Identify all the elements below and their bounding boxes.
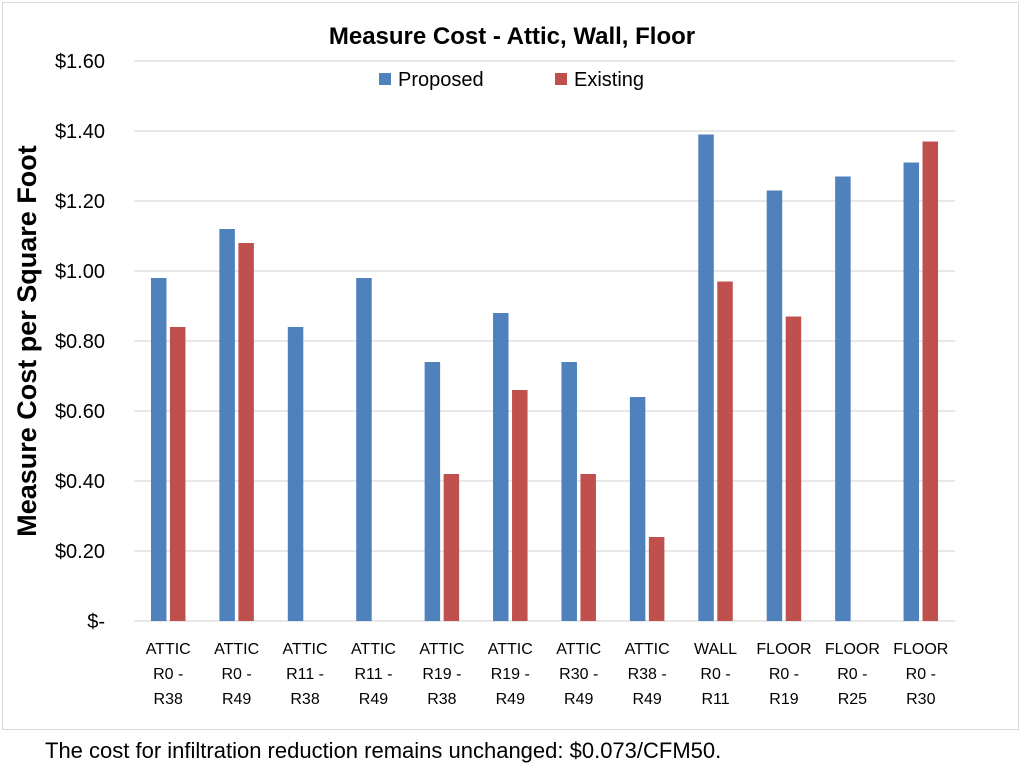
chart-title: Measure Cost - Attic, Wall, Floor [329,23,695,50]
footnote: The cost for infiltration reduction rema… [45,738,722,763]
y-tick-label: $0.20 [55,541,105,563]
bars [150,134,939,621]
bar-existing [648,537,665,621]
y-tick-label: $1.40 [55,121,105,143]
bar-existing [922,141,939,621]
y-tick-label: $1.60 [55,51,105,73]
bar-proposed [629,397,646,621]
x-tick-label: WALL R0 -R11 [694,641,737,708]
bar-existing [717,281,733,621]
x-axis-categories: ATTIC R0 -R38 ATTIC R0 -R49 ATTIC R11 -R38 ATT… [146,641,949,708]
x-tick-label: ATTIC R30 -R49 [556,641,601,708]
legend: Proposed Existing [379,69,644,91]
bar-proposed [698,134,714,621]
x-tick-label: FLOOR R0 -R25 [825,641,880,708]
x-tick-label: ATTIC R11 -R49 [351,641,396,708]
bar-proposed [493,313,509,621]
bar-existing [169,327,186,621]
bar-proposed [903,162,920,621]
x-tick-label: ATTIC R0 -R38 [146,641,191,708]
bar-existing [580,474,596,621]
y-axis-label: Measure Cost per Square Foot [12,145,42,537]
y-tick-label: $1.20 [55,191,105,213]
bar-proposed [150,278,167,621]
legend-swatch-proposed [379,73,391,85]
y-axis-ticks: $- $0.20 $0.40 $0.60 $0.80 $1.00 $1.20 $1.40 $1.… [55,51,105,633]
bar-proposed [766,190,783,621]
bar-existing [238,243,254,621]
bar-existing [443,474,460,621]
bar-existing [512,390,528,621]
y-tick-label: $1.00 [55,261,105,283]
x-tick-label: ATTIC R19 -R38 [419,641,464,708]
bar-proposed [561,362,577,621]
bar-proposed [356,278,372,621]
x-tick-label: ATTIC R0 -R49 [214,641,259,708]
x-tick-label: ATTIC R11 -R38 [283,641,328,708]
x-tick-label: FLOOR R0 -R19 [756,641,811,708]
x-tick-label: ATTIC R19 -R49 [488,641,533,708]
bar-proposed [219,229,235,621]
bar-existing [785,316,802,621]
x-tick-label: ATTIC R38 -R49 [625,641,670,708]
y-tick-label: $0.80 [55,331,105,353]
bar-proposed [424,362,441,621]
y-tick-label: $- [87,611,105,633]
y-tick-label: $0.40 [55,471,105,493]
legend-label-proposed: Proposed [398,69,484,91]
x-tick-label: FLOOR R0 -R30 [893,641,948,708]
gridlines [134,60,955,622]
legend-swatch-existing [555,73,567,85]
bar-proposed [835,176,851,621]
y-tick-label: $0.60 [55,401,105,423]
bar-proposed [287,327,304,621]
bar-chart: Measure Cost - Attic, Wall, Floor $- $0.2… [12,23,955,708]
legend-label-existing: Existing [574,69,644,91]
